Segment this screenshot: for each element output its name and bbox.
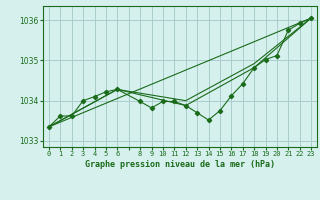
X-axis label: Graphe pression niveau de la mer (hPa): Graphe pression niveau de la mer (hPa) (85, 160, 275, 169)
